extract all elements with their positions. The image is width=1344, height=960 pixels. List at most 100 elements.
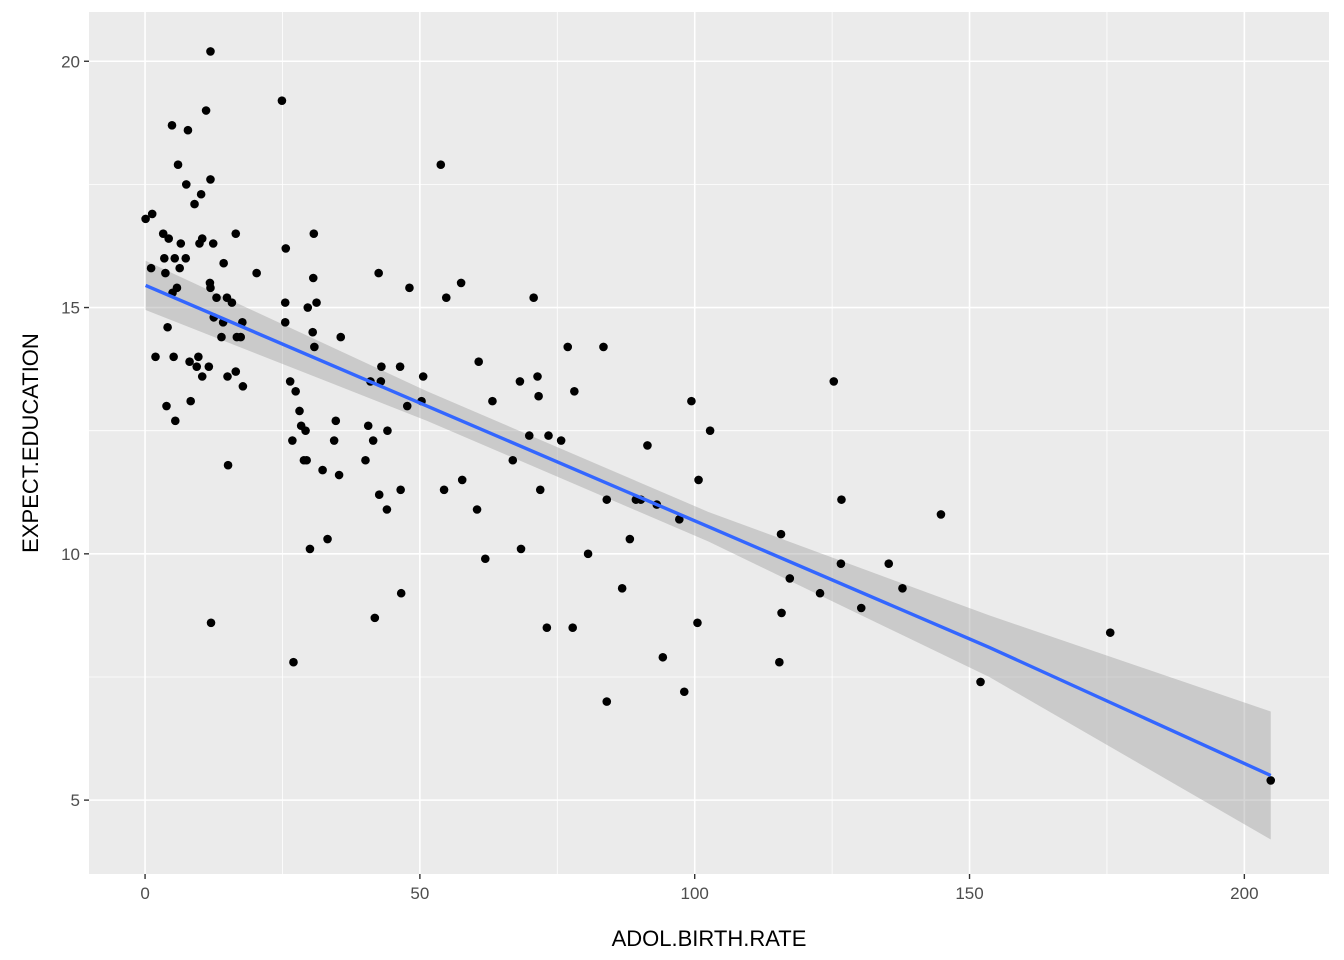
data-point (583, 549, 593, 559)
data-point (602, 697, 612, 706)
data-point (534, 391, 543, 401)
data-point (679, 687, 689, 697)
data-point (219, 258, 228, 268)
data-point (898, 584, 907, 593)
data-point (288, 436, 297, 445)
data-point (170, 253, 180, 263)
x-tick-label: 100 (681, 884, 709, 903)
data-point (602, 495, 612, 504)
data-point (173, 160, 183, 169)
data-point (206, 47, 215, 56)
data-point (277, 96, 287, 105)
data-point (516, 544, 526, 554)
data-point (285, 377, 295, 386)
data-point (231, 367, 241, 376)
data-point (197, 234, 207, 243)
data-point (206, 175, 215, 184)
data-point (252, 268, 261, 278)
data-point (936, 510, 946, 519)
data-point (238, 382, 248, 391)
x-tick-label: 150 (955, 884, 983, 903)
data-point (515, 377, 525, 386)
data-point (208, 239, 218, 248)
x-tick-label: 200 (1230, 884, 1258, 903)
data-point (556, 436, 566, 445)
data-point (370, 613, 380, 623)
x-axis-ticks: 0 50 100 150 200 (140, 874, 1259, 903)
data-point (693, 618, 702, 628)
data-point (158, 229, 168, 238)
data-point (323, 534, 332, 544)
data-point (281, 244, 291, 253)
data-point (227, 298, 237, 307)
y-axis-title: EXPECT.EDUCATION (18, 333, 43, 553)
data-point (829, 377, 839, 386)
data-point (196, 189, 206, 199)
data-point (295, 406, 304, 416)
data-point (280, 318, 290, 327)
data-point (599, 342, 608, 352)
y-axis-ticks: 5 10 15 20 (61, 52, 89, 810)
data-point (318, 465, 327, 475)
data-point (223, 372, 232, 381)
regression-line (144, 283, 1272, 778)
y-tick-label: 20 (61, 52, 80, 71)
data-point (197, 372, 207, 381)
data-point (363, 421, 373, 431)
data-point (418, 372, 428, 381)
data-point (383, 426, 392, 435)
data-point (303, 303, 313, 312)
data-point (280, 298, 290, 307)
data-point (183, 125, 193, 135)
data-point (643, 441, 652, 450)
x-axis-title: ADOL.BIRTH.RATE (612, 926, 807, 951)
data-point (488, 396, 497, 406)
data-point (658, 652, 668, 662)
data-point (201, 106, 211, 115)
data-point (190, 199, 199, 209)
data-point (192, 362, 202, 371)
data-point (402, 401, 412, 411)
data-point (161, 268, 170, 278)
data-point (329, 436, 339, 445)
data-point (441, 293, 451, 302)
data-point (775, 657, 784, 667)
data-point (533, 372, 542, 381)
data-point (836, 559, 846, 568)
data-point (194, 352, 203, 362)
data-point (302, 455, 311, 465)
data-point (223, 460, 233, 470)
data-point (456, 278, 466, 288)
data-point (305, 544, 315, 554)
data-point (472, 505, 482, 514)
data-point (146, 263, 156, 273)
data-point (884, 559, 894, 568)
data-point (374, 268, 383, 278)
data-point (167, 120, 177, 130)
data-point (368, 436, 378, 445)
data-point (291, 386, 300, 396)
data-point (439, 485, 449, 495)
data-point (334, 470, 344, 480)
data-point (176, 239, 186, 248)
data-point (361, 455, 370, 465)
data-point (141, 214, 150, 224)
data-point (405, 283, 414, 293)
data-point (785, 574, 795, 583)
data-point (151, 352, 160, 362)
data-point (204, 362, 214, 371)
data-point (382, 505, 392, 514)
data-point (675, 515, 684, 524)
data-point (563, 342, 573, 352)
data-point (162, 401, 171, 411)
data-point (535, 485, 545, 495)
data-point (508, 455, 518, 465)
data-point (815, 588, 825, 598)
fit-line-layer (144, 283, 1272, 778)
data-point (776, 529, 786, 539)
major-gridlines (89, 12, 1329, 874)
data-point (570, 386, 579, 396)
data-point (625, 534, 635, 544)
x-tick-label: 50 (410, 884, 429, 903)
data-point (289, 657, 298, 667)
